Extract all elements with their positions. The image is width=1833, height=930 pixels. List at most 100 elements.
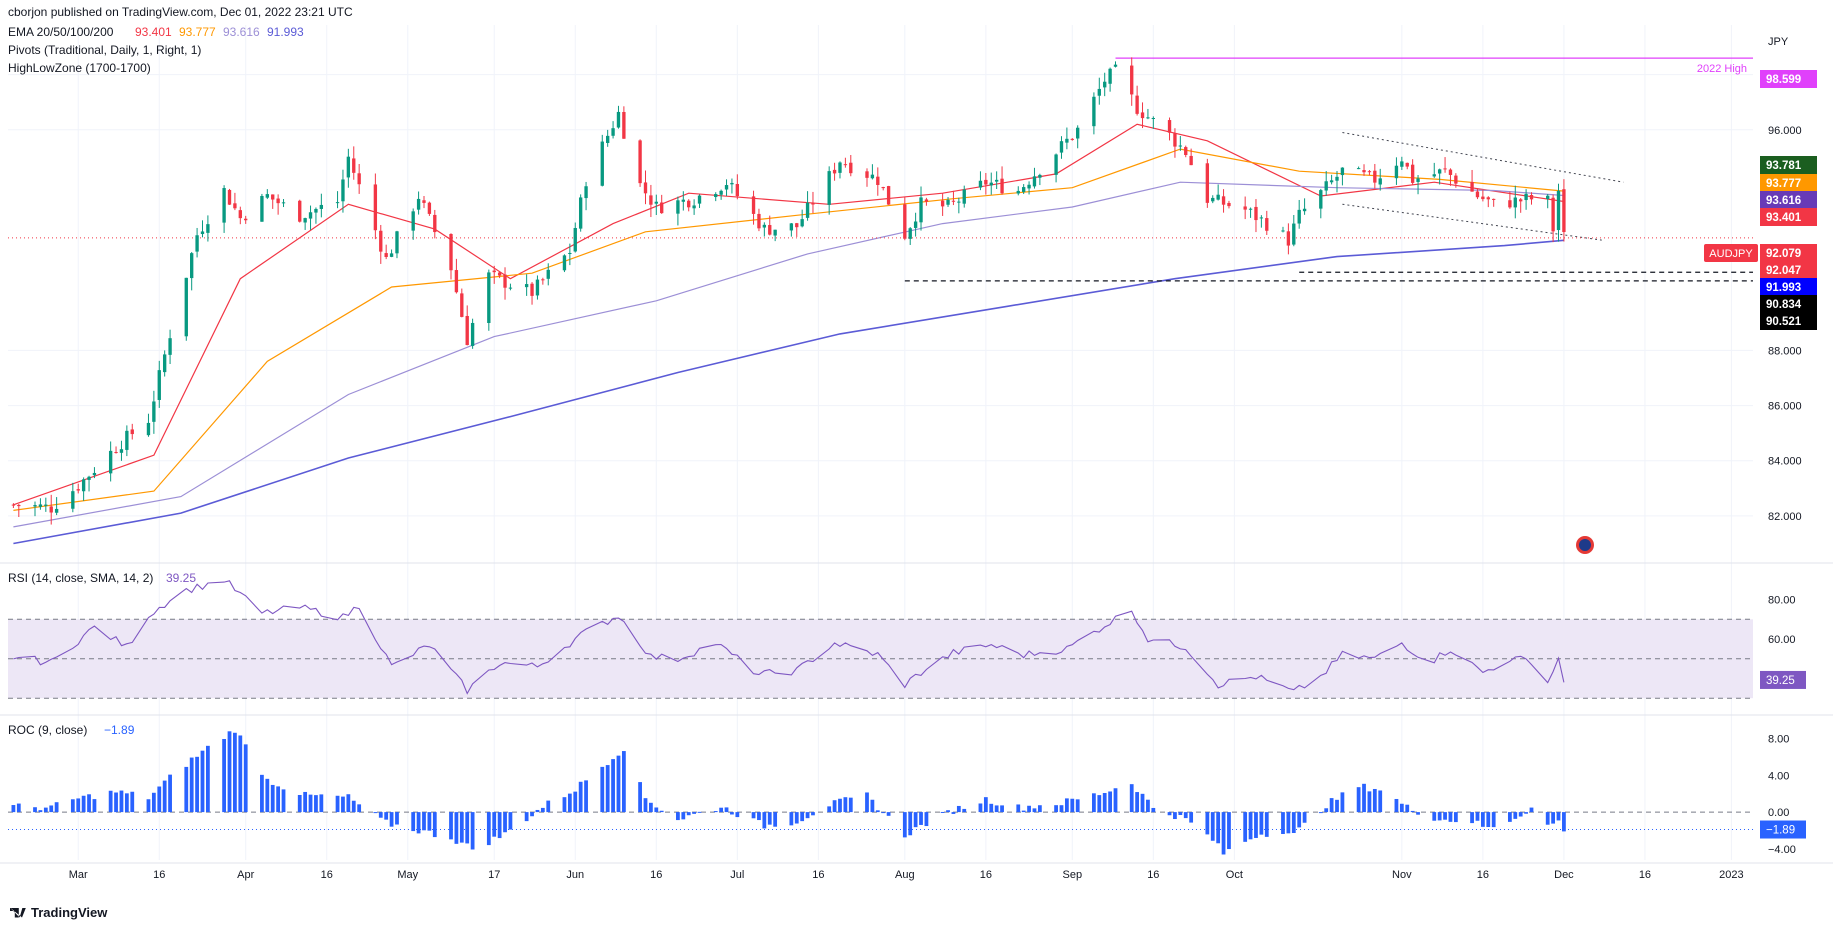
roc-bar xyxy=(1302,812,1307,823)
candle-body xyxy=(190,253,194,279)
roc-bar xyxy=(389,812,394,827)
candle-body xyxy=(1140,112,1145,119)
candle-body xyxy=(1227,202,1231,207)
roc-bar xyxy=(497,812,502,839)
roc-bar xyxy=(357,804,362,813)
candle-body xyxy=(984,179,988,185)
candle-body xyxy=(227,189,232,205)
roc-bar xyxy=(189,757,194,813)
candle-body xyxy=(152,401,156,422)
roc-bar xyxy=(751,812,756,819)
roc-bar xyxy=(1453,812,1458,823)
candle-body xyxy=(1405,162,1409,167)
candle-body xyxy=(535,279,540,296)
roc-bar xyxy=(346,794,351,813)
candle-body xyxy=(611,128,615,136)
roc-bar xyxy=(719,807,724,813)
roc-bar xyxy=(1173,812,1177,820)
tradingview-logo-icon xyxy=(10,907,26,918)
candle-body xyxy=(849,162,853,174)
candle-body xyxy=(1184,147,1188,155)
candle-body xyxy=(1367,171,1372,173)
y-tick-label: 88.000 xyxy=(1768,345,1802,357)
candle-body xyxy=(298,200,302,222)
candle-body xyxy=(1076,127,1080,139)
roc-bar xyxy=(1064,798,1069,813)
roc-bar xyxy=(1405,804,1410,813)
roc-bar xyxy=(1167,812,1172,816)
roc-bar xyxy=(87,794,91,813)
candle-body xyxy=(908,228,912,239)
x-tick-label: 16 xyxy=(1147,869,1159,881)
candle-body xyxy=(692,205,696,209)
price-tag xyxy=(1760,208,1817,226)
roc-legend-label: ROC (9, close) xyxy=(8,723,87,737)
roc-bar xyxy=(1016,804,1021,813)
candle-body xyxy=(1362,170,1366,173)
price-tag-label: 93.777 xyxy=(1766,178,1801,190)
roc-bar xyxy=(1475,812,1480,821)
price-tag-label: 93.616 xyxy=(1766,195,1801,207)
candle-body xyxy=(870,174,875,179)
candle-body xyxy=(1286,231,1291,246)
roc-bar xyxy=(1513,812,1518,819)
roc-bar xyxy=(265,778,270,813)
roc-bar xyxy=(351,800,356,813)
candle-body xyxy=(271,194,275,200)
candle-body xyxy=(989,182,993,186)
roc-bar xyxy=(314,795,318,813)
candle-body xyxy=(1470,181,1474,192)
roc-panel: 8.00 4.00 0.00 −4.00 −1.89 ROC (9, close) −1.8… xyxy=(8,723,1806,856)
price-tag-label: 92.047 xyxy=(1766,265,1801,277)
candle-body xyxy=(244,218,248,221)
roc-bar xyxy=(1210,812,1215,841)
roc-bar xyxy=(1227,812,1231,850)
candle-body xyxy=(38,504,43,507)
wedge-line xyxy=(1342,203,1602,241)
candle-body xyxy=(1378,178,1382,185)
roc-bar xyxy=(1054,805,1058,813)
roc-bar xyxy=(422,812,426,831)
roc-bar xyxy=(578,781,583,813)
candle-body xyxy=(492,270,496,273)
candle-body xyxy=(1248,208,1253,210)
roc-bar xyxy=(1291,812,1296,834)
candle-body xyxy=(168,338,172,355)
footer-brand[interactable]: TradingView xyxy=(10,905,107,920)
x-tick-label: Jun xyxy=(566,869,584,881)
roc-tick-label: 0.00 xyxy=(1768,807,1789,819)
candle-body xyxy=(568,252,572,254)
ema-lines xyxy=(13,123,1564,545)
candle-body xyxy=(1481,196,1485,200)
roc-bar xyxy=(157,786,162,813)
candle-body xyxy=(470,322,475,346)
roc-bar xyxy=(33,807,37,813)
candle-body xyxy=(1529,194,1534,200)
candle-body xyxy=(1167,120,1172,133)
candle-body xyxy=(503,274,507,288)
x-tick-label: 16 xyxy=(650,869,662,881)
x-tick-label: Apr xyxy=(237,869,254,881)
roc-bar xyxy=(762,812,767,829)
roc-bar xyxy=(1324,808,1329,813)
candle-body xyxy=(1340,167,1345,176)
annotations: 2022 High xyxy=(8,57,1753,282)
candle-body xyxy=(389,253,394,257)
roc-bar xyxy=(994,805,999,813)
header-text: cborjon published on TradingView.com, De… xyxy=(8,5,353,19)
candle-body xyxy=(157,370,161,400)
roc-bar xyxy=(1437,812,1442,821)
candle-body xyxy=(427,202,432,214)
roc-bar xyxy=(281,789,286,813)
candle-body xyxy=(1135,95,1139,114)
roc-bar xyxy=(908,812,913,836)
roc-bar xyxy=(297,794,302,813)
highlowzone-legend-label: HighLowZone (1700-1700) xyxy=(8,61,151,75)
candle-body xyxy=(962,189,966,204)
candle-body xyxy=(697,195,702,204)
roc-bar xyxy=(1335,799,1339,813)
candle-body xyxy=(162,354,167,373)
y-tick-label: 82.000 xyxy=(1768,511,1802,523)
candle-body xyxy=(1211,197,1215,202)
